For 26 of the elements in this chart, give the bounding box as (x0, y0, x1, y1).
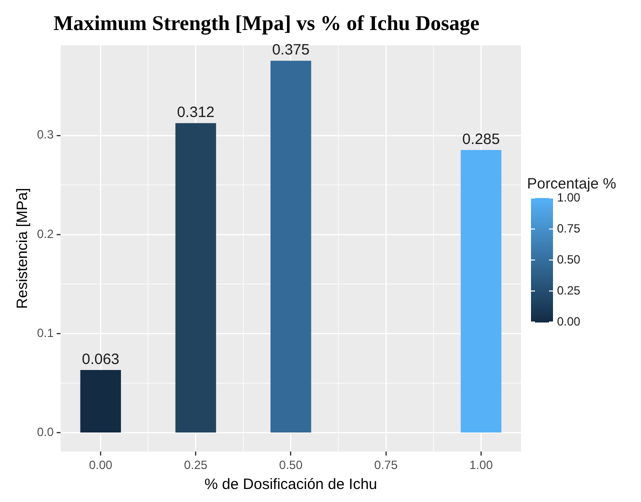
color-bar-label: 0.75 (557, 221, 581, 236)
y-tick-label: 0.3 (36, 128, 54, 142)
chart-title: Maximum Strength [Mpa] vs % of Ichu Dosage (53, 11, 480, 36)
x-tick-label: 0.25 (184, 458, 208, 472)
color-bar-label: 0.00 (557, 314, 581, 328)
bar (270, 60, 312, 432)
color-bar-label: 0.25 (557, 283, 581, 298)
data-label: 0.285 (462, 130, 500, 148)
data-label: 0.063 (82, 350, 120, 368)
x-tick-label: 0.75 (374, 458, 398, 472)
x-tick-label: 0.00 (88, 458, 113, 472)
data-label: 0.312 (176, 104, 215, 122)
y-axis-title: Resistencia [MPa] (14, 188, 32, 309)
bar (460, 150, 502, 432)
bar (175, 123, 216, 432)
x-tick-label: 0.50 (279, 458, 303, 472)
color-bar-label: 0.50 (557, 252, 581, 266)
data-label: 0.375 (272, 42, 310, 59)
x-axis-title: % de Dosificación de Ichu (204, 476, 378, 494)
color-bar-label: 1.00 (557, 190, 581, 204)
y-tick-label: 0.2 (36, 226, 54, 241)
x-tick-label: 1.00 (469, 458, 494, 472)
color-bar-title: Porcentaje % (527, 176, 616, 193)
bar (80, 370, 121, 432)
y-tick-label: 0.1 (36, 326, 54, 340)
y-tick-label: 0.0 (36, 425, 54, 440)
